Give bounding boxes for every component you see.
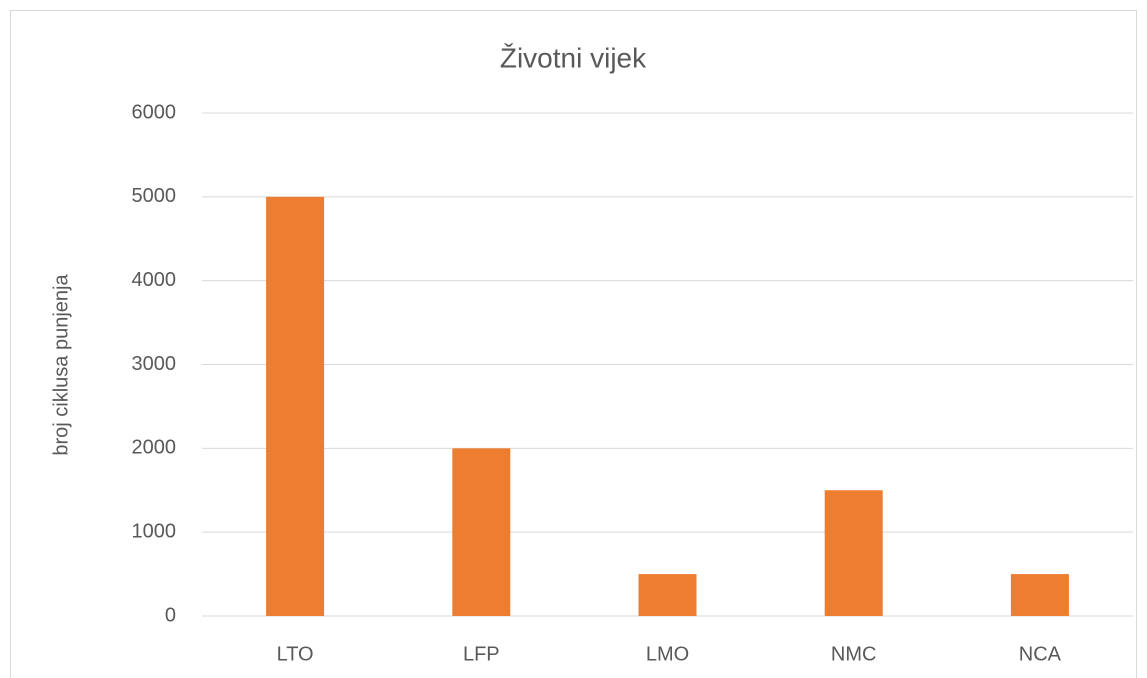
y-axis-label: broj ciklusa punjenja <box>50 274 72 456</box>
y-tick-label: 5000 <box>132 185 177 207</box>
y-tick-label: 1000 <box>132 520 177 542</box>
x-tick-label: LTO <box>277 643 314 665</box>
bar <box>452 448 511 616</box>
bar <box>266 196 325 617</box>
bar <box>1010 574 1069 616</box>
chart-border <box>10 10 1137 678</box>
y-tick-label: 0 <box>165 604 176 626</box>
x-tick-label: NCA <box>1019 643 1062 665</box>
x-tick-label: LMO <box>646 643 689 665</box>
y-tick-label: 6000 <box>132 101 177 123</box>
bar <box>638 574 697 616</box>
x-tick-label: LFP <box>463 643 500 665</box>
y-tick-label: 2000 <box>132 437 177 459</box>
x-tick-label: NMC <box>831 643 877 665</box>
y-tick-label: 3000 <box>132 353 177 375</box>
y-tick-label: 4000 <box>132 269 177 291</box>
bar <box>824 490 883 616</box>
chart-title: Životni vijek <box>500 42 647 73</box>
